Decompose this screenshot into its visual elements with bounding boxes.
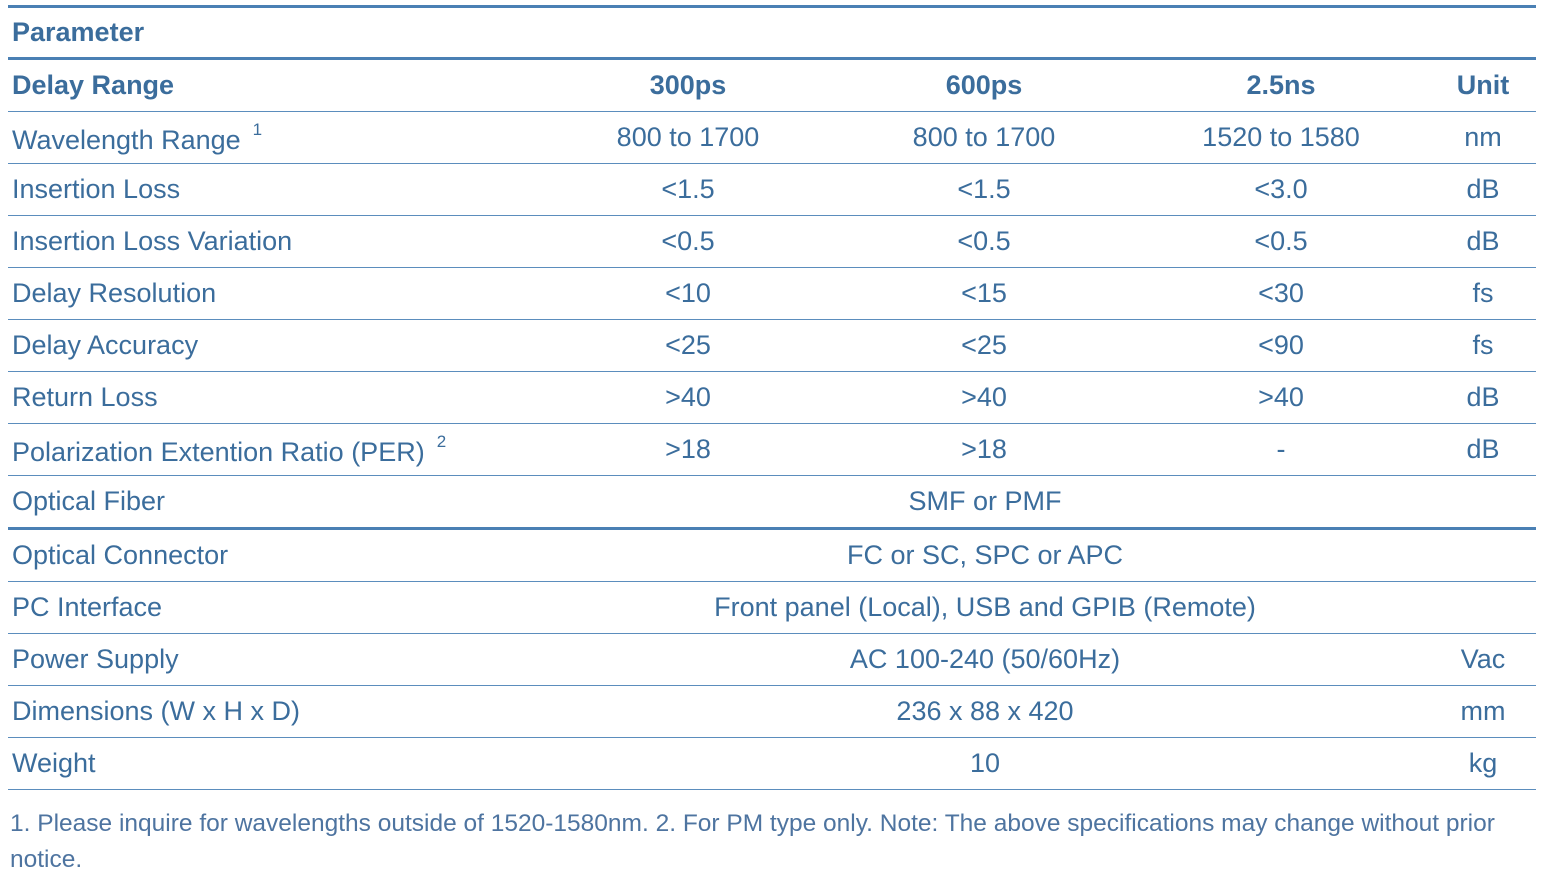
table-row: PC Interface Front panel (Local), USB and… [8, 581, 1536, 634]
header-cell: Unit [1430, 58, 1536, 112]
table-row: Optical Connector FC or SC, SPC or APC [8, 528, 1536, 582]
spec-table: Parameter Delay Range 300ps 600ps 2.5ns Unit… [8, 5, 1536, 790]
table-body: Parameter Delay Range 300ps 600ps 2.5ns Unit… [8, 5, 1536, 790]
table-row: Delay Accuracy <25 <25 <90 fs [8, 319, 1536, 372]
table-row: Return Loss >40 >40 >40 dB [8, 371, 1536, 424]
value-cell: <0.5 [836, 215, 1132, 268]
value-cell: 236 x 88 x 420 [540, 685, 1430, 738]
unit-cell: dB [1430, 215, 1536, 268]
value-cell: >40 [540, 371, 836, 424]
parameter-cell: Delay Resolution [8, 267, 540, 320]
value-cell: <3.0 [1132, 163, 1430, 216]
title-row: Parameter [8, 5, 1536, 60]
parameter-cell: PC Interface [8, 581, 540, 634]
parameter-cell: Return Loss [8, 371, 540, 424]
value-cell: <0.5 [540, 215, 836, 268]
parameter-cell: Wavelength Range 1 [8, 111, 540, 164]
unit-cell: dB [1430, 371, 1536, 424]
unit-cell: nm [1430, 111, 1536, 164]
parameter-cell: Optical Connector [8, 528, 540, 582]
unit-cell: fs [1430, 267, 1536, 320]
footnote-ref: 1 [252, 119, 263, 139]
value-cell: 800 to 1700 [836, 111, 1132, 164]
value-cell: Front panel (Local), USB and GPIB (Remot… [540, 581, 1430, 634]
value-cell: <25 [836, 319, 1132, 372]
parameter-cell: Insertion Loss Variation [8, 215, 540, 268]
parameter-cell: Delay Accuracy [8, 319, 540, 372]
table-row: Power Supply AC 100-240 (50/60Hz) Vac [8, 633, 1536, 686]
unit-cell: dB [1430, 423, 1536, 476]
value-cell: AC 100-240 (50/60Hz) [540, 633, 1430, 686]
unit-cell: dB [1430, 163, 1536, 216]
value-cell: >40 [836, 371, 1132, 424]
parameter-cell: Weight [8, 737, 540, 790]
value-cell: SMF or PMF [540, 475, 1430, 530]
value-cell: <0.5 [1132, 215, 1430, 268]
empty-cell [1430, 581, 1536, 634]
table-row: Weight 10 kg [8, 737, 1536, 790]
table-row: Dimensions (W x H x D) 236 x 88 x 420 mm [8, 685, 1536, 738]
footnote-ref: 2 [436, 431, 447, 451]
value-cell: <10 [540, 267, 836, 320]
header-cell: 600ps [836, 58, 1132, 112]
parameter-cell: Dimensions (W x H x D) [8, 685, 540, 738]
footnote: 1. Please inquire for wavelengths outsid… [10, 810, 1495, 873]
value-cell: <25 [540, 319, 836, 372]
value-cell: - [1132, 423, 1430, 476]
value-cell: >40 [1132, 371, 1430, 424]
header-cell: 2.5ns [1132, 58, 1430, 112]
value-cell: <15 [836, 267, 1132, 320]
empty-cell [1430, 528, 1536, 582]
unit-cell: mm [1430, 685, 1536, 738]
value-cell: <1.5 [540, 163, 836, 216]
table-row: Delay Resolution <10 <15 <30 fs [8, 267, 1536, 320]
table-row: Insertion Loss <1.5 <1.5 <3.0 dB [8, 163, 1536, 216]
parameter-cell: Power Supply [8, 633, 540, 686]
parameter-cell: Optical Fiber [8, 475, 540, 530]
table-row: Optical Fiber SMF or PMF [8, 475, 1536, 530]
header-cell: 300ps [540, 58, 836, 112]
value-cell: <90 [1132, 319, 1430, 372]
header-cell: Delay Range [8, 58, 540, 112]
table-row: Polarization Extention Ratio (PER) 2 >18 >1… [8, 423, 1536, 476]
table-row: Insertion Loss Variation <0.5 <0.5 <0.5 dB [8, 215, 1536, 268]
value-cell: 1520 to 1580 [1132, 111, 1430, 164]
value-cell: >18 [540, 423, 836, 476]
value-cell: FC or SC, SPC or APC [540, 528, 1430, 582]
value-cell: >18 [836, 423, 1132, 476]
parameter-cell: Insertion Loss [8, 163, 540, 216]
value-cell: 10 [540, 737, 1430, 790]
header-row: Delay Range 300ps 600ps 2.5ns Unit [8, 58, 1536, 112]
unit-cell: kg [1430, 737, 1536, 790]
table-row: Wavelength Range 1 800 to 1700 800 to 1700 1… [8, 111, 1536, 164]
unit-cell: fs [1430, 319, 1536, 372]
table-title: Parameter [8, 5, 1536, 60]
value-cell: 800 to 1700 [540, 111, 836, 164]
parameter-cell: Polarization Extention Ratio (PER) 2 [8, 423, 540, 476]
empty-cell [1430, 475, 1536, 530]
unit-cell: Vac [1430, 633, 1536, 686]
value-cell: <1.5 [836, 163, 1132, 216]
value-cell: <30 [1132, 267, 1430, 320]
